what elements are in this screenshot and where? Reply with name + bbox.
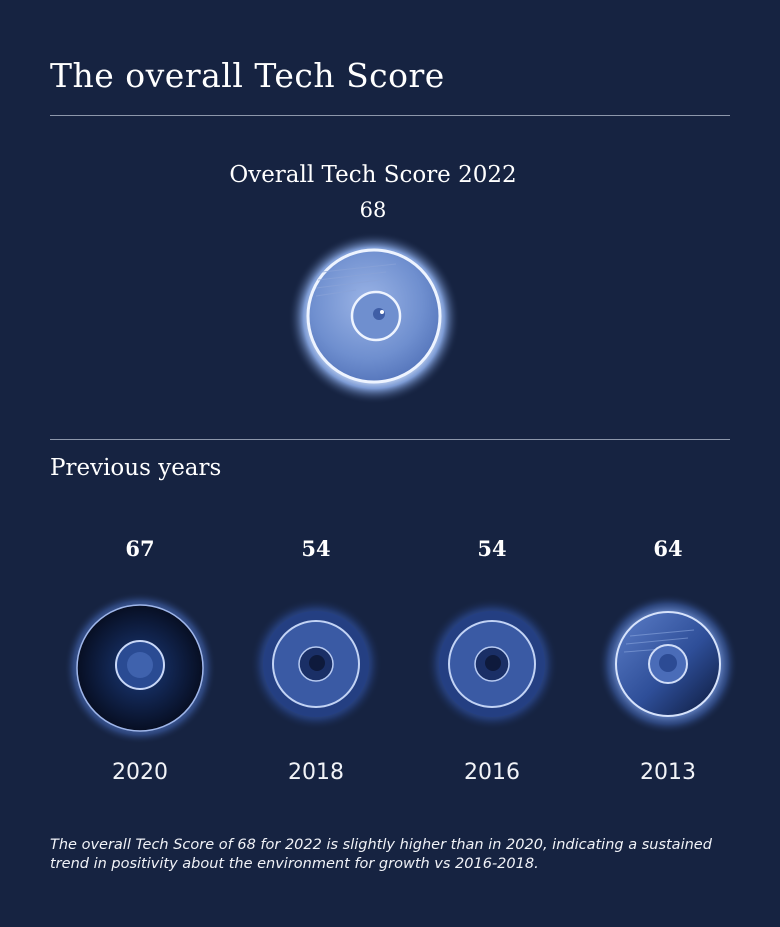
page-title: The overall Tech Score: [50, 56, 445, 95]
current-score-value: 68: [359, 198, 387, 222]
score-value: 64: [653, 536, 683, 561]
previous-years-heading: Previous years: [50, 455, 222, 481]
previous-year-2020: 67 2020: [52, 530, 228, 800]
section-divider: [50, 439, 730, 440]
previous-year-2018: 54 2018: [228, 530, 404, 800]
year-label: 2013: [640, 760, 696, 785]
score-disc: [598, 594, 738, 734]
current-score-label: Overall Tech Score 2022: [229, 162, 517, 188]
current-score-disc: [288, 232, 460, 404]
previous-year-2016: 54 2016: [404, 530, 580, 800]
score-value: 54: [301, 536, 331, 561]
year-label: 2018: [288, 760, 344, 785]
score-disc: [64, 592, 216, 744]
summary-note: The overall Tech Score of 68 for 2022 is…: [50, 837, 712, 872]
title-divider: [50, 115, 730, 116]
score-disc: [426, 598, 558, 730]
year-label: 2020: [112, 760, 168, 785]
previous-year-2013: 64 2013: [580, 530, 756, 800]
score-disc: [250, 598, 382, 730]
score-value: 67: [125, 536, 155, 561]
score-value: 54: [477, 536, 507, 561]
year-label: 2016: [464, 760, 520, 785]
